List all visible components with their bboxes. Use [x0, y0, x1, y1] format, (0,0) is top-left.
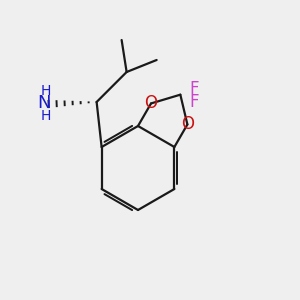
Text: O: O: [181, 116, 194, 134]
Text: F: F: [189, 80, 199, 98]
Text: N: N: [37, 94, 50, 112]
Text: H: H: [40, 84, 51, 98]
Text: F: F: [189, 93, 199, 111]
Text: O: O: [145, 94, 158, 112]
Text: H: H: [40, 109, 51, 123]
